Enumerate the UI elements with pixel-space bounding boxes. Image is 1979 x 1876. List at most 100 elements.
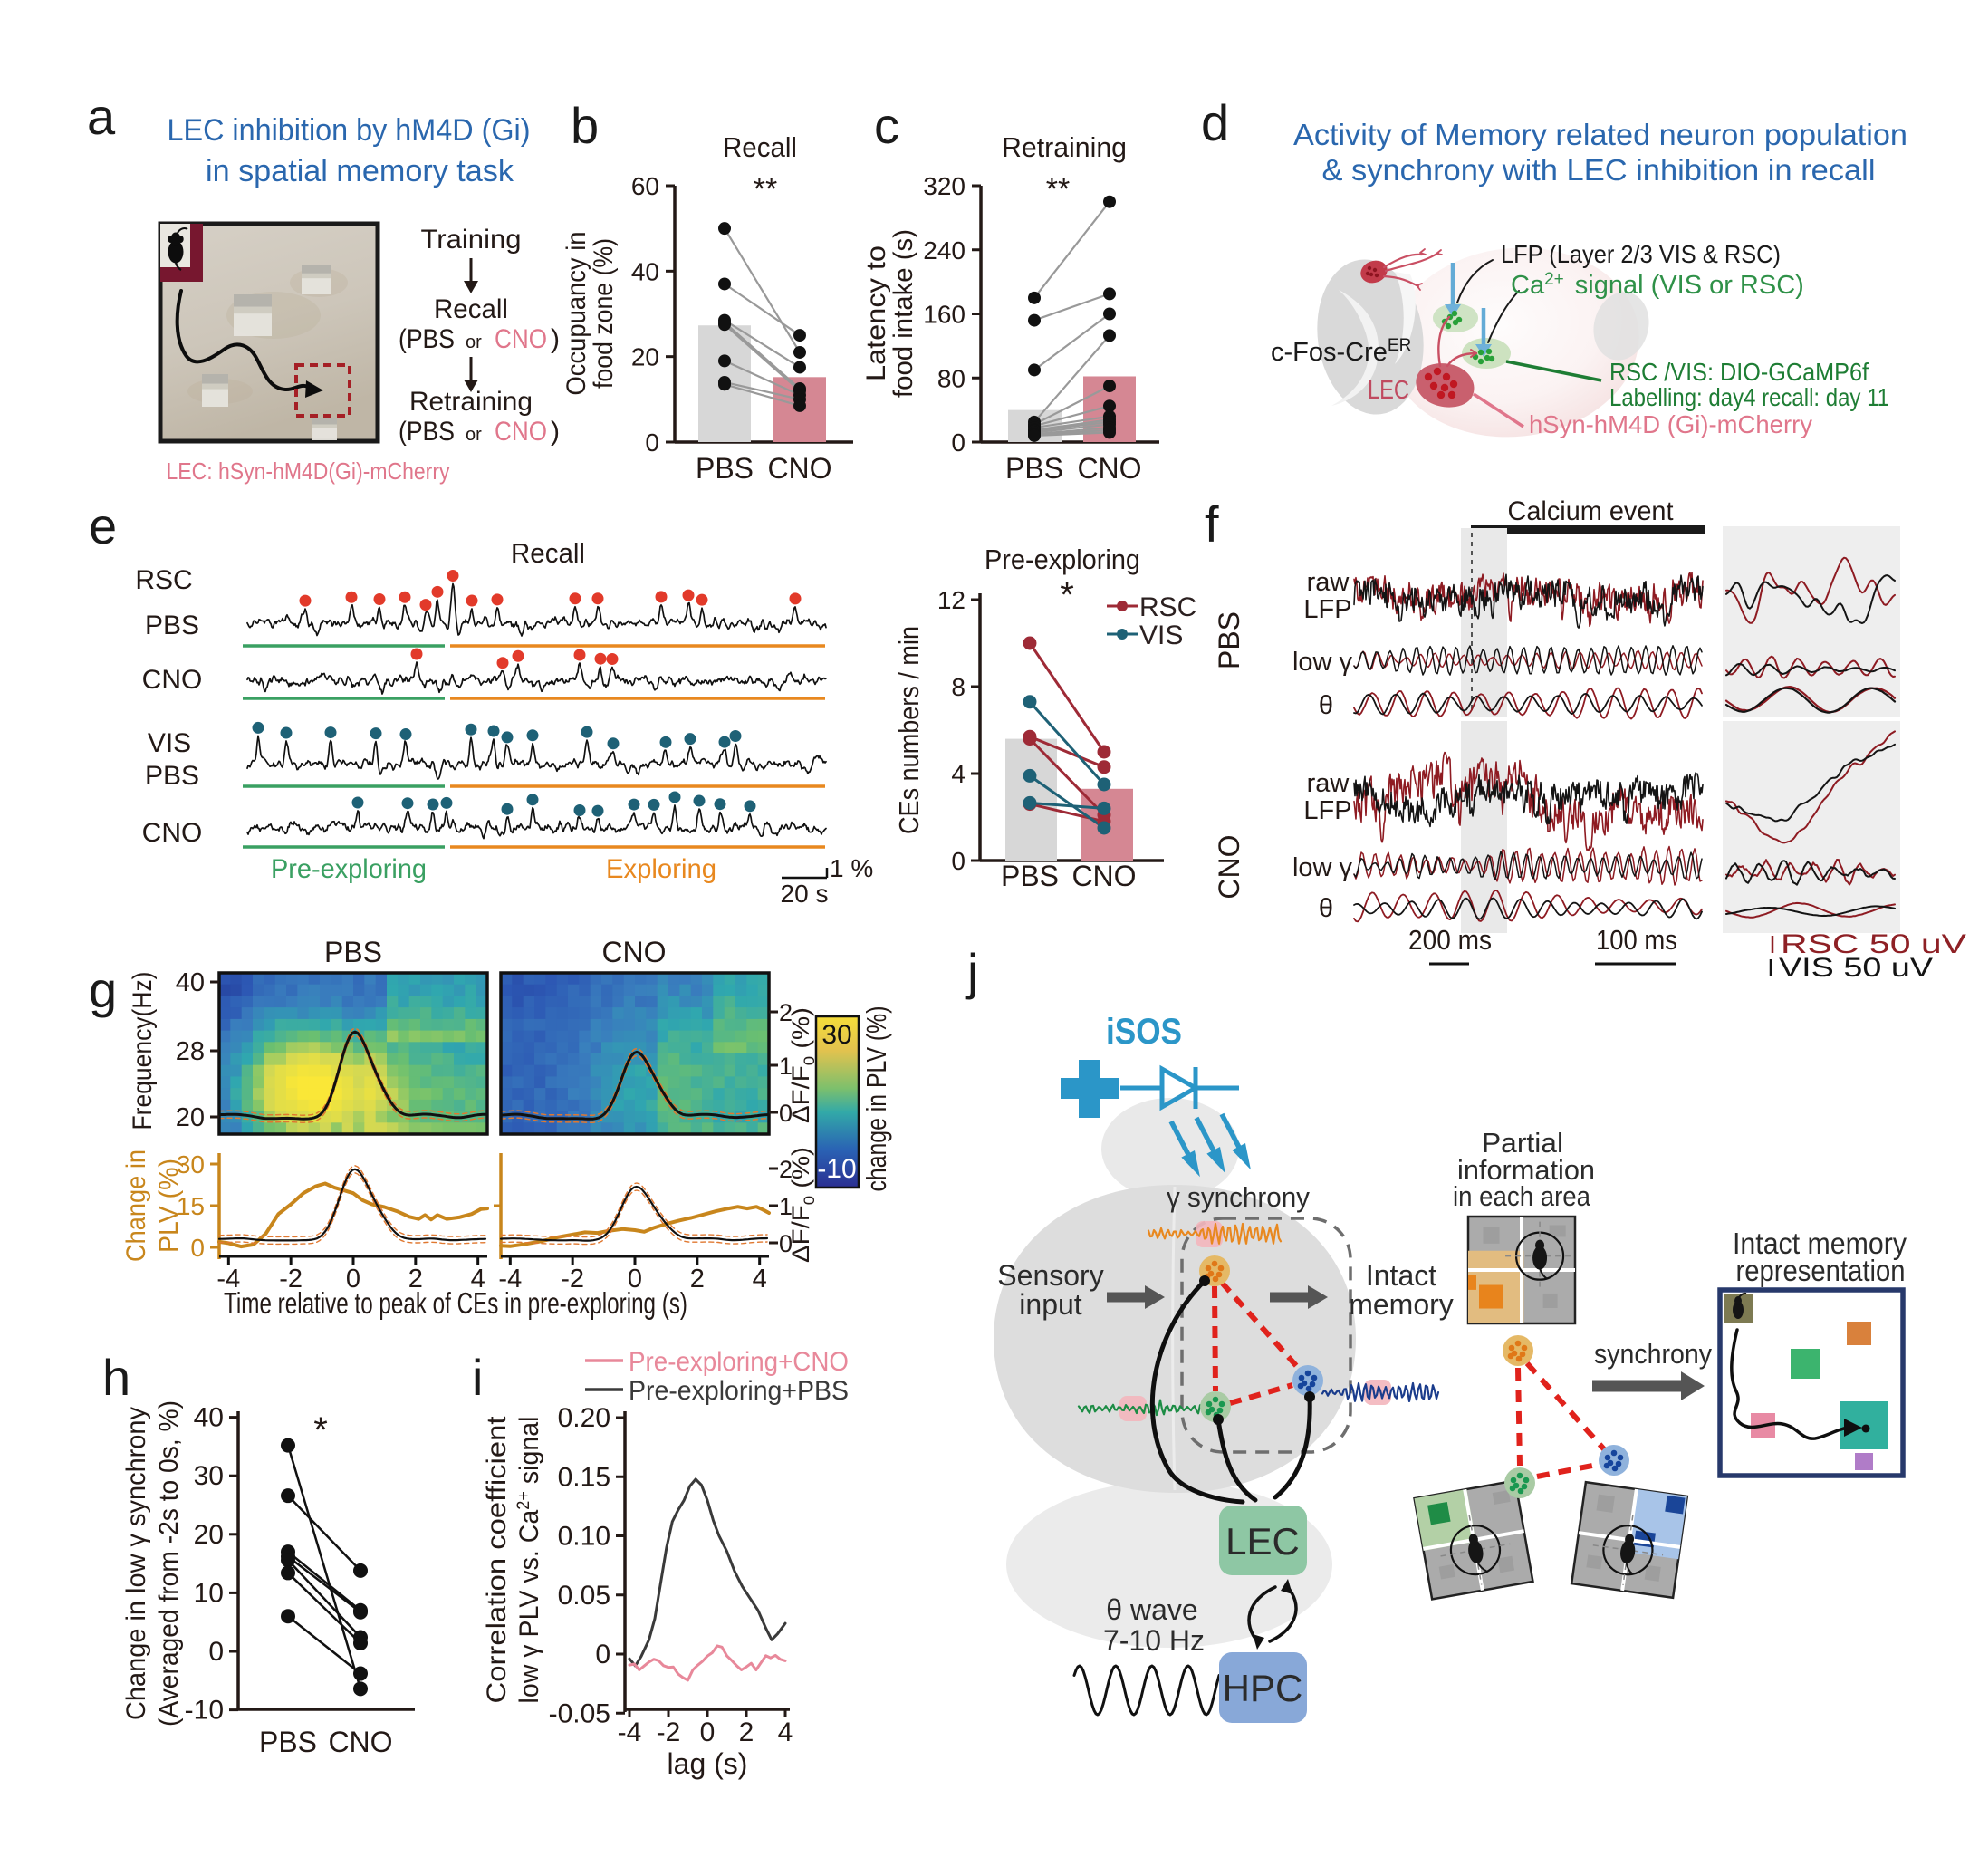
svg-text:-4: -4 (216, 1265, 240, 1294)
svg-text:a: a (87, 88, 116, 145)
svg-text:iSOS: iSOS (1106, 1012, 1182, 1052)
svg-text:CNO: CNO (495, 417, 547, 447)
svg-text:CNO: CNO (767, 452, 831, 485)
svg-text:LEC: hSyn-hM4D(Gi)-mCherry: LEC: hSyn-hM4D(Gi)-mCherry (167, 457, 450, 485)
svg-text:160: 160 (923, 301, 965, 329)
svg-text:VIS 50 uV: VIS 50 uV (1779, 953, 1933, 983)
svg-text:LFP (Layer 2/3 VIS & RSC): LFP (Layer 2/3 VIS & RSC) (1501, 240, 1781, 268)
svg-text:RSC: RSC (1139, 592, 1196, 622)
svg-text:-4: -4 (618, 1717, 642, 1747)
svg-text:0.20: 0.20 (558, 1403, 610, 1433)
svg-text:memory: memory (1349, 1288, 1454, 1321)
svg-text:d: d (1201, 94, 1229, 151)
svg-text:PBS: PBS (1001, 860, 1059, 892)
svg-text:0: 0 (190, 1234, 205, 1262)
svg-text:Change in low γ synchrony: Change in low γ synchrony (121, 1407, 151, 1720)
svg-text:θ: θ (1319, 691, 1333, 720)
svg-text:0: 0 (779, 1230, 793, 1257)
svg-text:Correlation coefficient: Correlation coefficient (482, 1416, 512, 1704)
svg-text:-2: -2 (657, 1717, 681, 1747)
svg-text:Pre-exploring: Pre-exploring (271, 854, 427, 884)
svg-text:CNO: CNO (495, 324, 547, 354)
svg-text:40: 40 (631, 257, 659, 285)
svg-text:c: c (874, 97, 899, 154)
svg-text:): ) (551, 324, 560, 354)
svg-text:& synchrony with LEC inhibitio: & synchrony with LEC inhibition in recal… (1322, 153, 1876, 187)
svg-text:10: 10 (194, 1578, 224, 1608)
svg-text:0: 0 (779, 1100, 793, 1127)
svg-text:Ca2+ signal (VIS or RSC): Ca2+ signal (VIS or RSC) (1511, 270, 1804, 300)
svg-text:Retraining: Retraining (409, 387, 533, 417)
svg-text:1: 1 (779, 1053, 793, 1080)
svg-text:change in PLV (%): change in PLV (%) (860, 1006, 892, 1192)
svg-text:240: 240 (923, 236, 965, 265)
svg-text:-4: -4 (498, 1265, 522, 1294)
svg-text:Frequency(Hz): Frequency(Hz) (128, 972, 158, 1130)
svg-text:**: ** (1046, 172, 1070, 207)
svg-text:Exploring: Exploring (606, 854, 716, 884)
svg-text:PBS: PBS (1213, 611, 1245, 669)
svg-text:2: 2 (739, 1717, 754, 1747)
svg-text:Retraining: Retraining (1002, 131, 1127, 163)
svg-text:2: 2 (779, 1156, 793, 1183)
svg-text:2: 2 (690, 1265, 705, 1294)
svg-text:VIS: VIS (148, 728, 191, 758)
svg-text:-0.05: -0.05 (549, 1698, 610, 1728)
svg-text:4: 4 (951, 760, 965, 788)
svg-text:LEC: LEC (1368, 376, 1409, 405)
svg-text:LFP: LFP (1303, 796, 1351, 825)
svg-text:or: or (466, 425, 482, 445)
svg-text:HPC: HPC (1223, 1667, 1303, 1709)
svg-text:Partial: Partial (1482, 1127, 1563, 1159)
svg-text:**: ** (754, 172, 777, 207)
svg-text:320: 320 (923, 172, 965, 200)
svg-text:input: input (1019, 1288, 1082, 1321)
svg-text:1: 1 (779, 1193, 793, 1220)
svg-text:CNO: CNO (1077, 452, 1141, 485)
svg-text:CEs numbers / min: CEs numbers / min (893, 626, 925, 834)
svg-text:Pre-exploring: Pre-exploring (985, 544, 1140, 575)
svg-text:28: 28 (176, 1037, 205, 1066)
svg-text:Pre-exploring+CNO: Pre-exploring+CNO (629, 1347, 849, 1377)
svg-text:Recall: Recall (723, 131, 797, 163)
svg-text:0: 0 (700, 1717, 716, 1747)
svg-text:CNO: CNO (328, 1726, 392, 1758)
svg-text:Change in: Change in (121, 1150, 151, 1262)
svg-text:0.05: 0.05 (558, 1581, 610, 1611)
svg-text:40: 40 (194, 1403, 224, 1433)
svg-text:b: b (571, 97, 599, 154)
svg-text:15: 15 (177, 1192, 205, 1220)
svg-text:hSyn-hM4D (Gi)-mCherry: hSyn-hM4D (Gi)-mCherry (1529, 410, 1812, 438)
svg-text:CNO: CNO (142, 665, 203, 695)
svg-text:low γ: low γ (1292, 853, 1353, 882)
svg-text:RSC /VIS: DIO-GCaMP6f: RSC /VIS: DIO-GCaMP6f (1609, 358, 1869, 386)
svg-text:LEC inhibition by hM4D (Gi): LEC inhibition by hM4D (Gi) (168, 113, 531, 148)
svg-text:0: 0 (951, 847, 965, 875)
svg-text:RSC: RSC (135, 565, 192, 595)
svg-text:i: i (472, 1349, 483, 1406)
svg-text:Time relative to peak of CEs i: Time relative to peak of CEs in pre-expl… (224, 1286, 687, 1320)
svg-text:in each area: in each area (1453, 1180, 1591, 1212)
svg-text:0: 0 (628, 1265, 642, 1294)
svg-text:LEC: LEC (1225, 1520, 1300, 1563)
svg-text:20: 20 (631, 343, 659, 371)
svg-text:CNO: CNO (601, 936, 666, 968)
svg-text:1 %: 1 % (830, 854, 873, 882)
svg-text:*: * (313, 1410, 328, 1450)
svg-text:food zone (%): food zone (%) (589, 238, 619, 389)
svg-text:PBS: PBS (145, 611, 199, 640)
svg-text:representation: representation (1736, 1254, 1906, 1287)
svg-text:Calcium event: Calcium event (1508, 496, 1675, 526)
svg-text:LFP: LFP (1303, 595, 1351, 624)
svg-text:0.15: 0.15 (558, 1462, 610, 1492)
svg-text:2: 2 (408, 1265, 423, 1294)
svg-text:-10: -10 (185, 1696, 224, 1726)
svg-text:low γ: low γ (1292, 648, 1353, 677)
svg-text:30: 30 (177, 1150, 205, 1179)
svg-text:7-10 Hz: 7-10 Hz (1103, 1624, 1205, 1657)
svg-text:0: 0 (595, 1640, 610, 1669)
svg-text:θ: θ (1319, 894, 1333, 923)
svg-text:Recall: Recall (434, 294, 508, 324)
svg-text:CNO: CNO (142, 818, 203, 848)
svg-text:20 s: 20 s (781, 880, 829, 908)
